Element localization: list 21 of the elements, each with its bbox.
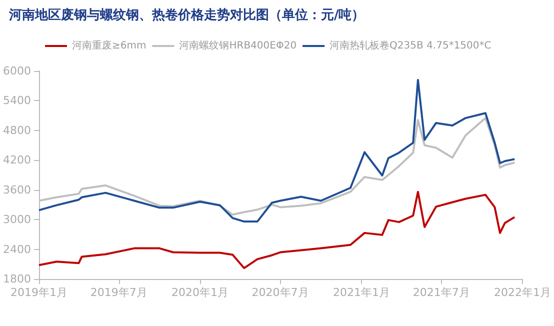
legend-label: 河南重废≥6mm — [72, 40, 146, 52]
x-tick-label: 2020年1月 — [172, 286, 229, 299]
line-series — [38, 78, 516, 223]
x-tick-label: 2021年1月 — [332, 286, 390, 299]
x-tick-label: 2020年7月 — [252, 286, 309, 299]
y-tick-label: 5400 — [2, 94, 31, 108]
legend-label: 河南热轧板卷Q235B 4.75*1500*C — [330, 40, 492, 52]
y-tick-label: 1800 — [2, 272, 31, 286]
y-tick-label: 4800 — [2, 124, 31, 137]
y-tick-label: 3000 — [2, 213, 31, 226]
y-tick-label: 4200 — [2, 154, 31, 167]
x-tick-label: 2019年1月 — [10, 286, 68, 299]
line-series — [38, 190, 516, 270]
x-tick-label: 2019年7月 — [90, 286, 148, 299]
legend-label: 河南螺纹钢HRB400EΦ20 — [179, 40, 297, 52]
x-tick-label: 2022年1月 — [494, 286, 552, 299]
y-tick-label: 3600 — [2, 183, 31, 196]
x-tick-label: 2021年7月 — [412, 286, 470, 299]
y-tick-label: 6000 — [2, 64, 31, 78]
y-tick-label: 2400 — [2, 242, 31, 256]
chart-title: 河南地区废钢与螺纹钢、热卷价格走势对比图（单位：元/吨） — [8, 7, 365, 23]
